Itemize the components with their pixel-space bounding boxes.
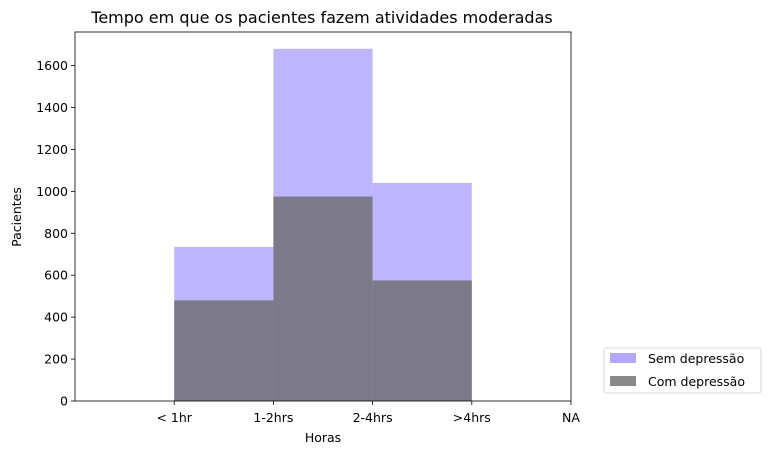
y-tick-label: 400 <box>44 310 68 325</box>
chart-title: Tempo em que os pacientes fazem atividad… <box>90 8 552 27</box>
x-tick-label: 2-4hrs <box>353 410 393 425</box>
legend-swatch-sem-depressao <box>610 353 636 363</box>
x-axis-label: Horas <box>305 430 341 445</box>
x-tick-label: 1-2hrs <box>253 410 293 425</box>
legend-label-com-depressao: Com depressão <box>648 374 745 389</box>
y-tick-label: 600 <box>44 268 68 283</box>
x-tick-label: < 1hr <box>156 410 192 425</box>
legend-label-sem-depressao: Sem depressão <box>648 351 744 366</box>
y-tick-label: 1400 <box>36 100 68 115</box>
y-tick-label: 800 <box>44 226 68 241</box>
x-tick-label: >4hrs <box>453 410 491 425</box>
plot-frame <box>74 31 572 402</box>
y-tick-label: 200 <box>44 352 68 367</box>
y-tick-label: 1200 <box>36 142 68 157</box>
x-tick-label: NA <box>562 410 580 425</box>
y-axis-label: Pacientes <box>9 187 24 247</box>
bar-com-depressao-0 <box>174 300 274 401</box>
y-axis: 0 200 400 600 800 1000 1200 1400 1600 <box>36 58 75 409</box>
bar-com-depressao-1 <box>273 196 373 401</box>
legend: Sem depressão Com depressão <box>603 347 762 394</box>
legend-swatch-com-depressao <box>610 376 636 386</box>
bars-layer <box>174 48 472 401</box>
legend-box <box>603 347 762 394</box>
bar-com-depressao-2 <box>372 280 472 401</box>
y-tick-label: 1600 <box>36 58 68 73</box>
y-tick-label: 1000 <box>36 184 68 199</box>
y-tick-label: 0 <box>60 394 68 409</box>
x-axis: < 1hr 1-2hrs 2-4hrs >4hrs NA <box>156 401 580 425</box>
